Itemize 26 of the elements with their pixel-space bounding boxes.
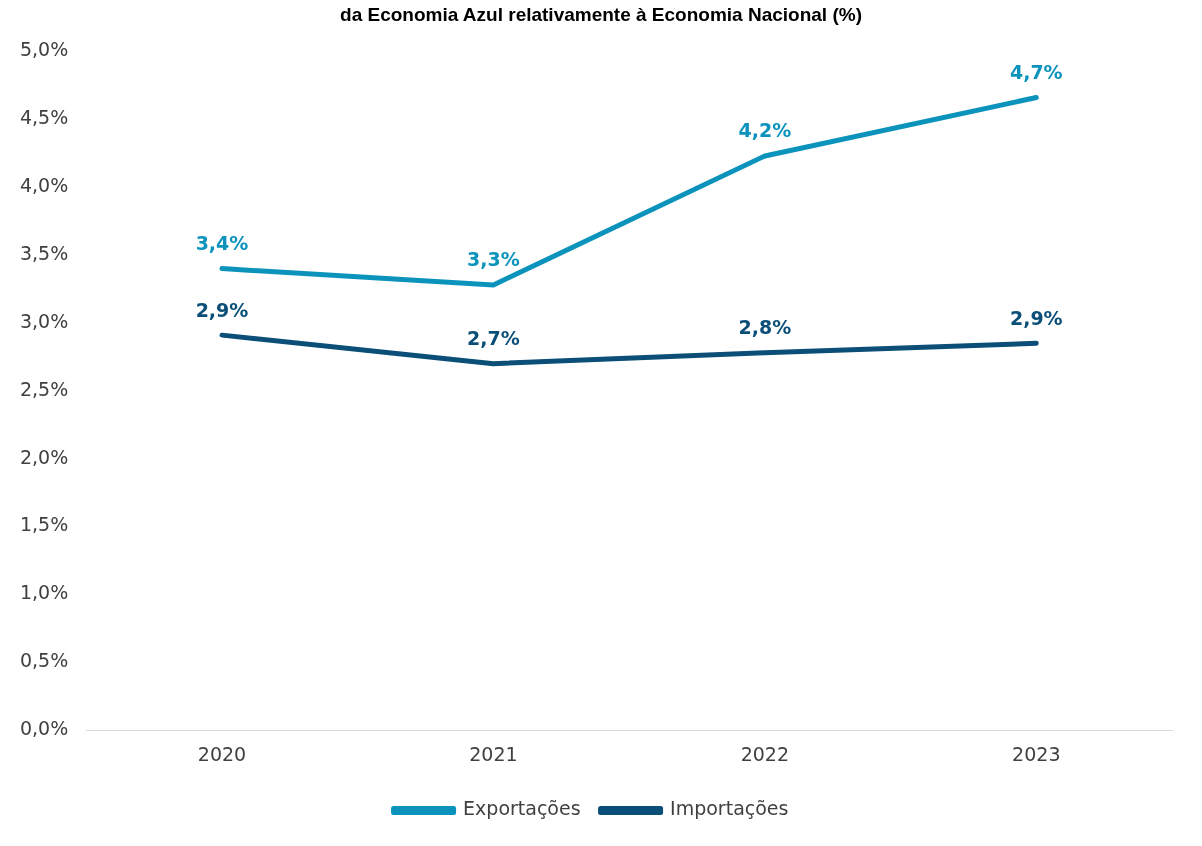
y-tick-label: 4,5% <box>19 106 69 129</box>
y-tick-label: 2,5% <box>19 377 69 400</box>
data-label: 2,7% <box>467 327 520 350</box>
y-tick-label: 0,0% <box>19 717 69 740</box>
data-label: 2,9% <box>1009 306 1063 329</box>
data-label: 3,3% <box>467 248 520 271</box>
data-label: 3,4% <box>195 232 249 255</box>
x-tick-label: 2020 <box>197 742 247 765</box>
y-tick-label: 4,0% <box>19 174 69 197</box>
x-tick-label: 2022 <box>740 742 790 765</box>
y-tick-label: 1,5% <box>19 513 69 536</box>
y-tick-label: 2,0% <box>19 445 69 468</box>
legend-label: Importações <box>670 797 789 820</box>
x-tick-label: 2021 <box>469 742 518 765</box>
data-label: 2,8% <box>738 316 792 339</box>
legend-label: Exportações <box>463 797 581 820</box>
y-tick-label: 3,0% <box>19 309 69 332</box>
y-tick-label: 5,0% <box>19 38 69 61</box>
y-tick-label: 1,0% <box>19 581 69 604</box>
y-tick-label: 3,5% <box>19 241 69 264</box>
data-label: 4,7% <box>1009 61 1063 83</box>
y-tick-label: 0,5% <box>19 649 69 672</box>
chart-title: da Economia Azul relativamente à Economia Nacional (%) <box>339 4 863 26</box>
x-tick-label: 2023 <box>1012 742 1061 765</box>
data-label: 4,2% <box>738 119 792 142</box>
data-label: 2,9% <box>195 298 249 321</box>
